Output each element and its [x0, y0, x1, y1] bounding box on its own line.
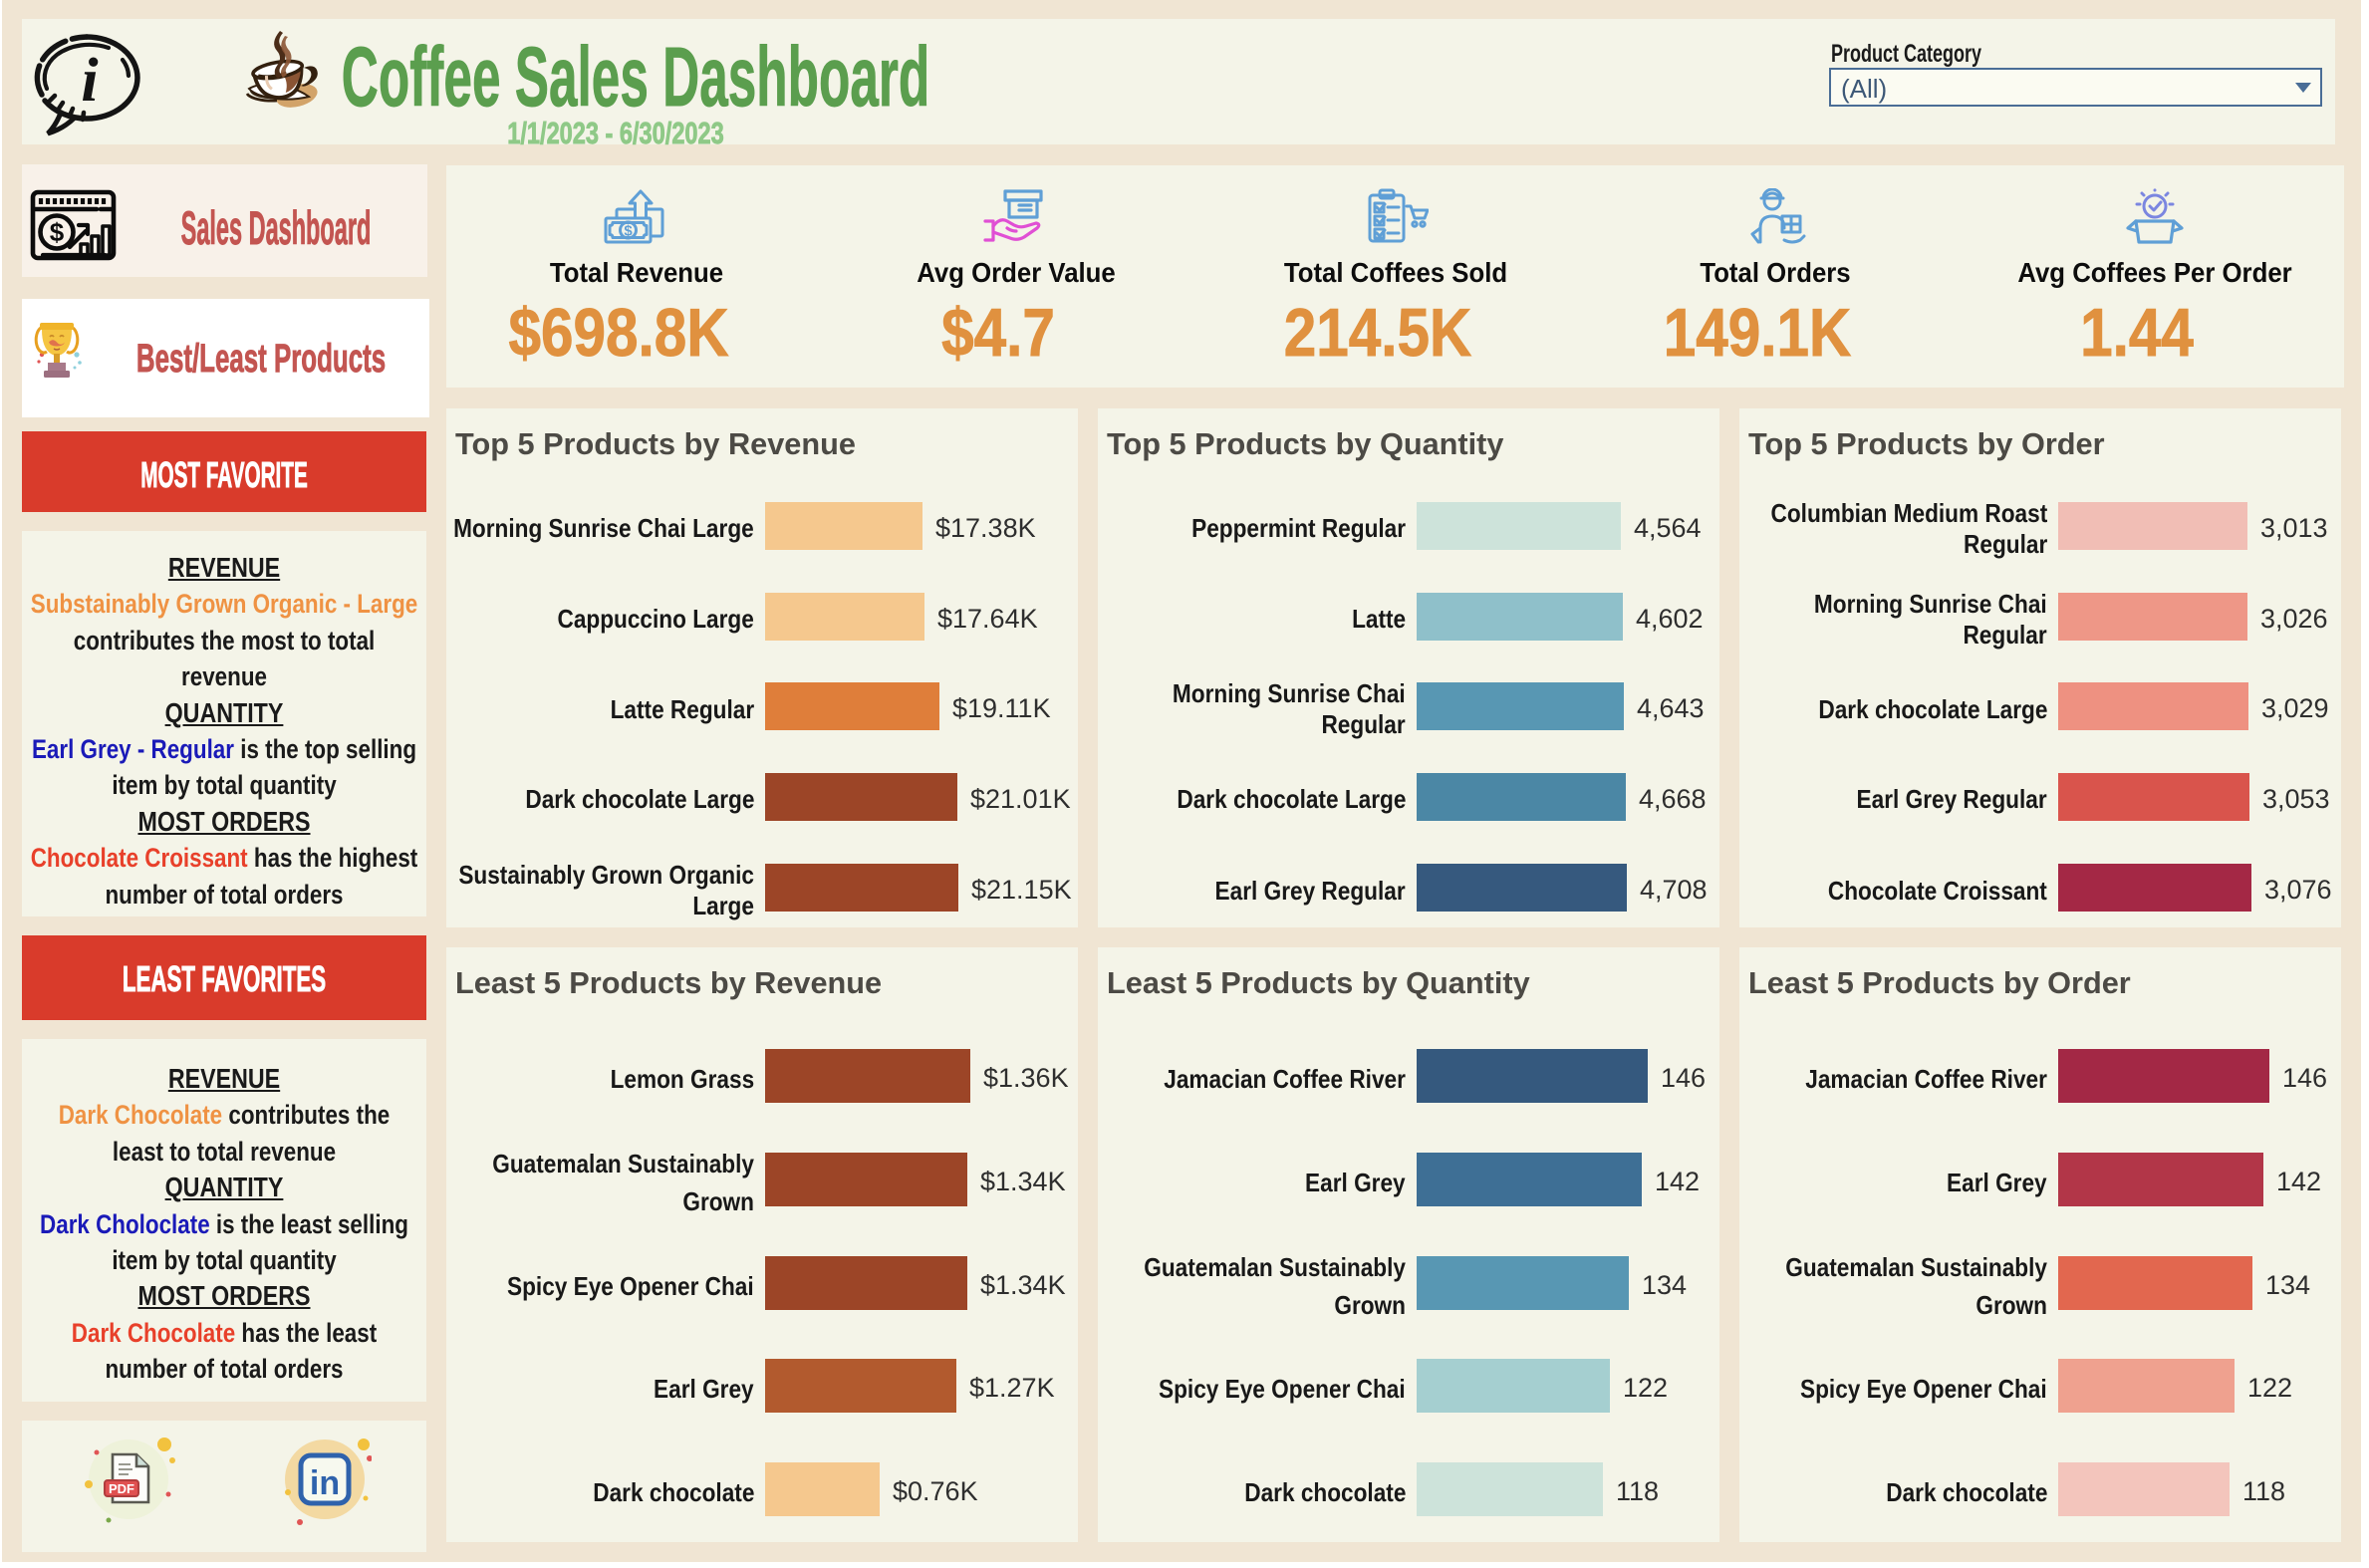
- svg-text:$: $: [624, 223, 633, 240]
- svg-text:$: $: [50, 217, 65, 247]
- svg-text:in: in: [310, 1464, 340, 1502]
- svg-text:i: i: [81, 47, 98, 115]
- svg-text:PDF: PDF: [109, 1481, 134, 1496]
